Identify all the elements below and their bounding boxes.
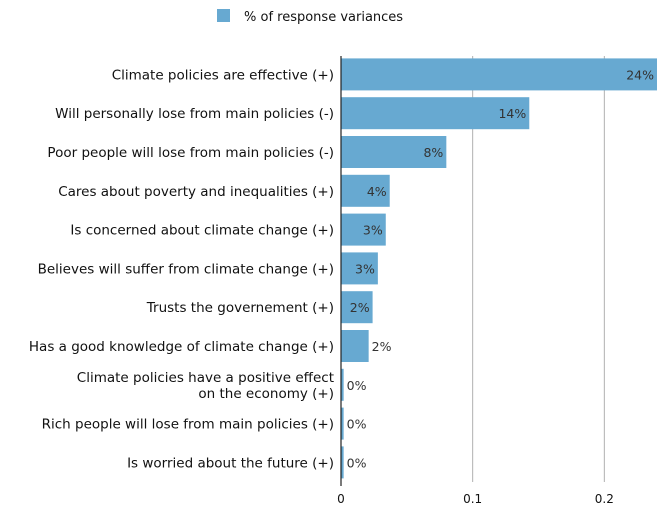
- value-label: 0%: [347, 455, 367, 470]
- category-label: Rich people will lose from main policies…: [42, 417, 334, 433]
- category-label: Poor people will lose from main policies…: [47, 145, 334, 161]
- x-tick-label: 0: [337, 492, 345, 506]
- category-label: Climate policies have a positive effect o…: [77, 370, 334, 402]
- bar: [341, 97, 530, 130]
- category-label: Trusts the governement (+): [146, 300, 334, 316]
- legend-swatch: [217, 9, 230, 22]
- category-label: Will personally lose from main policies …: [55, 106, 334, 122]
- category-label: Has a good knowledge of climate change (…: [29, 339, 334, 355]
- value-label: 4%: [367, 184, 387, 199]
- bar: [341, 213, 386, 246]
- bar: [341, 174, 390, 207]
- category-label: Climate policies are effective (+): [112, 67, 334, 83]
- category-label: Is worried about the future (+): [127, 455, 334, 471]
- bar: [341, 136, 447, 168]
- value-label: 14%: [498, 106, 526, 121]
- legend-label: % of response variances: [244, 10, 403, 25]
- bar: [341, 291, 373, 324]
- bar: [341, 368, 344, 401]
- value-label: 0%: [347, 417, 367, 432]
- bar: [341, 58, 657, 91]
- bar: [341, 446, 344, 479]
- value-label: 8%: [423, 145, 443, 160]
- x-tick-label: 0.1: [463, 492, 482, 506]
- legend: % of response variances: [217, 9, 403, 25]
- x-tick-label: 0.2: [595, 492, 614, 506]
- bar: [341, 252, 378, 285]
- bar: [341, 407, 344, 440]
- value-label: 24%: [626, 67, 654, 82]
- bar: [341, 330, 369, 362]
- value-label: 3%: [363, 223, 383, 238]
- axes: 0 0.1 0.2: [337, 56, 614, 506]
- value-label: 2%: [350, 300, 370, 315]
- bars: [341, 58, 657, 479]
- value-label: 3%: [355, 261, 375, 276]
- category-label: Is concerned about climate change (+): [70, 223, 334, 239]
- value-label: 2%: [372, 339, 392, 354]
- value-label: 0%: [347, 378, 367, 393]
- labels: Climate policies are effective (+) 24% Wil…: [29, 67, 654, 471]
- category-label: Believes will suffer from climate change…: [38, 261, 334, 277]
- category-label: Cares about poverty and inequalities (+): [58, 184, 334, 200]
